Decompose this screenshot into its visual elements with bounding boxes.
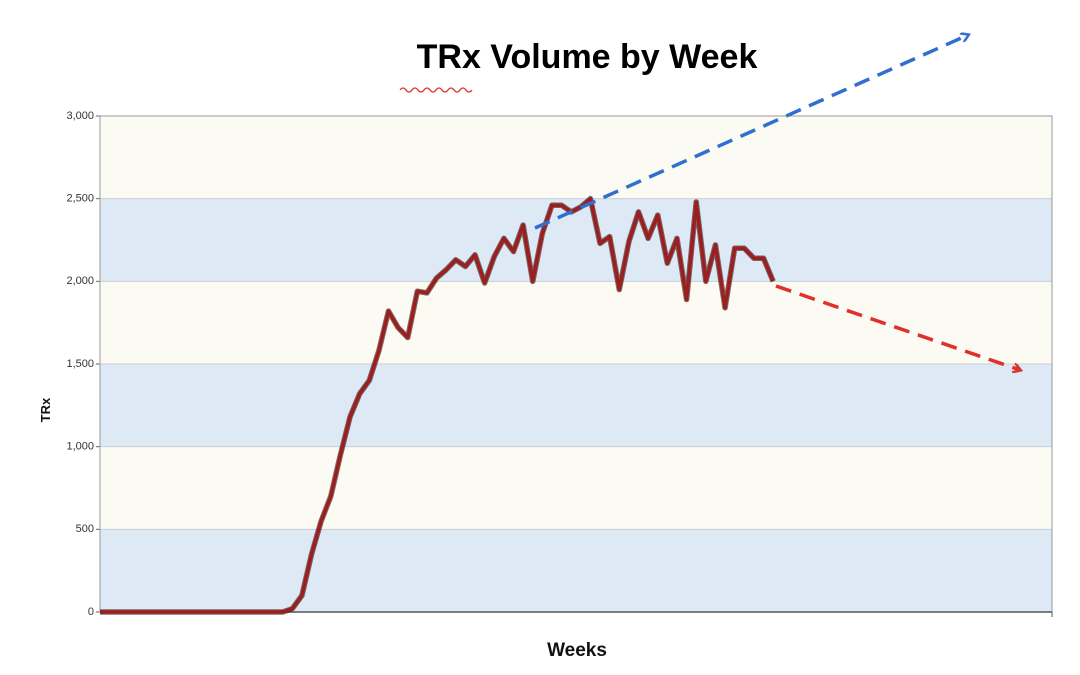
y-axis-label: TRx (38, 397, 53, 422)
spellcheck-underline (399, 87, 473, 93)
background-band (100, 281, 1052, 364)
y-tick-label: 1,000 (66, 441, 94, 453)
y-tick-label: 0 (88, 606, 94, 618)
y-tick-label: 2,000 (66, 275, 94, 287)
trend-arrow-down (775, 284, 1020, 370)
background-band (100, 364, 1052, 447)
plot-area: 0 500 1,000 1,500 2,000 2,500 3,000 (66, 110, 1053, 618)
annotations (534, 35, 1020, 370)
y-tick-label: 500 (76, 523, 94, 535)
trend-arrow-up (534, 35, 968, 230)
series-line (100, 196, 775, 614)
y-tick-label: 3,000 (66, 110, 94, 122)
chart-title: TRx Volume by Week (417, 38, 758, 76)
y-tick-label: 1,500 (66, 358, 94, 370)
background-band (100, 116, 1052, 199)
background-band (100, 529, 1052, 612)
background-band (100, 446, 1052, 530)
x-axis-label: Weeks (547, 640, 607, 661)
y-tick-label: 2,500 (66, 193, 94, 205)
